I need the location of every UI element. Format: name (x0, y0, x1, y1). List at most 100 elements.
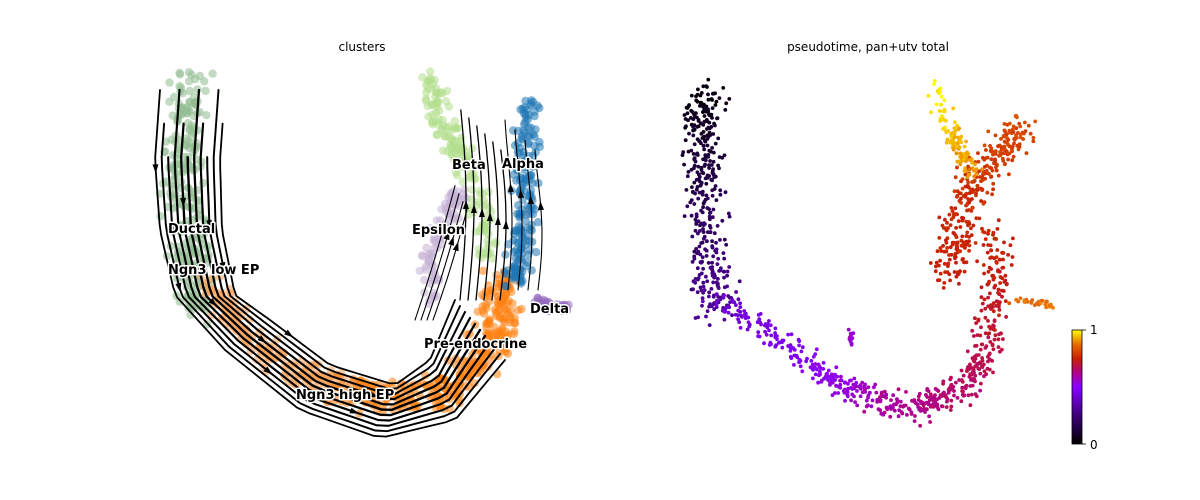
cell-point (523, 202, 532, 211)
pseudotime-point (946, 390, 951, 395)
pseudotime-point (707, 214, 712, 219)
cell-point (176, 83, 186, 93)
colorbar-gradient (1071, 329, 1083, 445)
pseudotime-point (808, 365, 813, 370)
pseudotime-point (701, 205, 705, 210)
pseudotime-point (943, 270, 947, 274)
streamline-arrow (528, 195, 534, 205)
pseudotime-point (683, 125, 688, 130)
pseudotime-point (693, 159, 698, 164)
pseudotime-point (682, 113, 687, 117)
pseudotime-point (710, 260, 714, 265)
streamline-arrow (538, 201, 544, 211)
pseudotime-point (978, 388, 982, 393)
pseudotime-point (953, 254, 957, 259)
cell-point (509, 126, 518, 135)
pseudotime-point (698, 252, 703, 257)
pseudotime-point (706, 125, 711, 130)
pseudotime-point (717, 155, 722, 160)
pseudotime-point (939, 94, 944, 99)
pseudotime-point (991, 370, 995, 375)
pseudotime-point (991, 152, 995, 157)
streamline (206, 156, 467, 395)
cell-point (201, 86, 210, 96)
pseudotime-point (991, 347, 996, 352)
pseudotime-point (691, 190, 695, 195)
pseudotime-point (992, 159, 997, 164)
pseudotime-point (980, 226, 984, 231)
pseudotime-point (994, 168, 999, 173)
pseudotime-point (715, 224, 720, 228)
pseudotime-point (851, 331, 856, 336)
pseudotime-point (987, 172, 991, 176)
pseudotime-point (714, 302, 719, 307)
label-delta: Delta (530, 302, 569, 317)
cell-point (524, 250, 533, 259)
pseudotime-point (971, 189, 975, 194)
pseudotime-point (1031, 139, 1036, 144)
cell-point (456, 136, 465, 146)
pseudotime-point (1014, 297, 1019, 302)
pseudotime-point (991, 187, 995, 192)
pseudotime-point (1028, 131, 1033, 136)
pseudotime-point (969, 372, 974, 377)
cell-point (527, 266, 536, 275)
pseudotime-point (952, 270, 957, 274)
pseudotime-point (699, 101, 704, 105)
pseudotime-point (944, 405, 949, 409)
pseudotime-point (1023, 120, 1027, 125)
pseudotime-point (986, 243, 990, 247)
pseudotime-point (1011, 124, 1016, 129)
pseudotime-point (962, 144, 967, 149)
pseudotime-point (879, 411, 884, 416)
pseudotime-point (962, 169, 967, 173)
pseudotime-point (698, 260, 703, 265)
pseudotime-point (983, 176, 987, 181)
cell-point (421, 94, 431, 104)
streamline (173, 88, 492, 422)
pseudotime-point (695, 170, 700, 175)
pseudotime-point (710, 98, 714, 102)
streamline (180, 122, 487, 417)
pseudotime-point (726, 211, 731, 216)
pseudotime-point (986, 269, 991, 274)
pseudotime-point (747, 322, 752, 327)
pseudotime-point (995, 227, 1000, 231)
pseudotime-point (948, 408, 953, 412)
pseudotime-point (954, 260, 958, 265)
pseudotime-point (714, 99, 719, 104)
pseudotime-point (987, 352, 992, 357)
pseudotime-point (716, 286, 721, 290)
streamline-arrow (180, 197, 187, 207)
pseudotime-point (979, 381, 983, 386)
pseudotime-point (944, 227, 949, 232)
pseudotime-point (709, 163, 714, 167)
pseudotime-point (781, 338, 786, 343)
pseudotime-point (702, 147, 706, 152)
pseudotime-point (723, 190, 728, 195)
label-alpha: Alpha (502, 157, 544, 172)
pseudotime-panel: pseudotime, pan+utv total 1 0 (680, 40, 1098, 452)
pseudotime-point (947, 272, 952, 277)
pseudotime-point (967, 200, 971, 205)
streamline (504, 119, 513, 291)
pseudotime-point (812, 365, 817, 370)
pseudotime-point (960, 234, 965, 239)
cell-point (483, 236, 492, 245)
cell-point (450, 117, 459, 126)
pseudotime-point (997, 308, 1002, 312)
pseudotime-point (947, 257, 952, 262)
clusters-panel: clusters Ductal Ngn3 low EP Ngn3 high EP… (152, 40, 573, 438)
pseudotime-point (947, 212, 952, 217)
pseudotime-point (715, 262, 720, 266)
pseudotime-point (855, 389, 859, 393)
pseudotime-point (983, 315, 988, 320)
pseudotime-point (974, 394, 979, 399)
pseudotime-point (996, 173, 1001, 178)
pseudotime-point (928, 392, 933, 397)
pseudotime-point (725, 284, 729, 289)
pseudotime-point (942, 390, 946, 395)
cell-point (181, 140, 190, 150)
pseudotime-point (882, 389, 887, 394)
pseudotime-point (712, 293, 716, 298)
